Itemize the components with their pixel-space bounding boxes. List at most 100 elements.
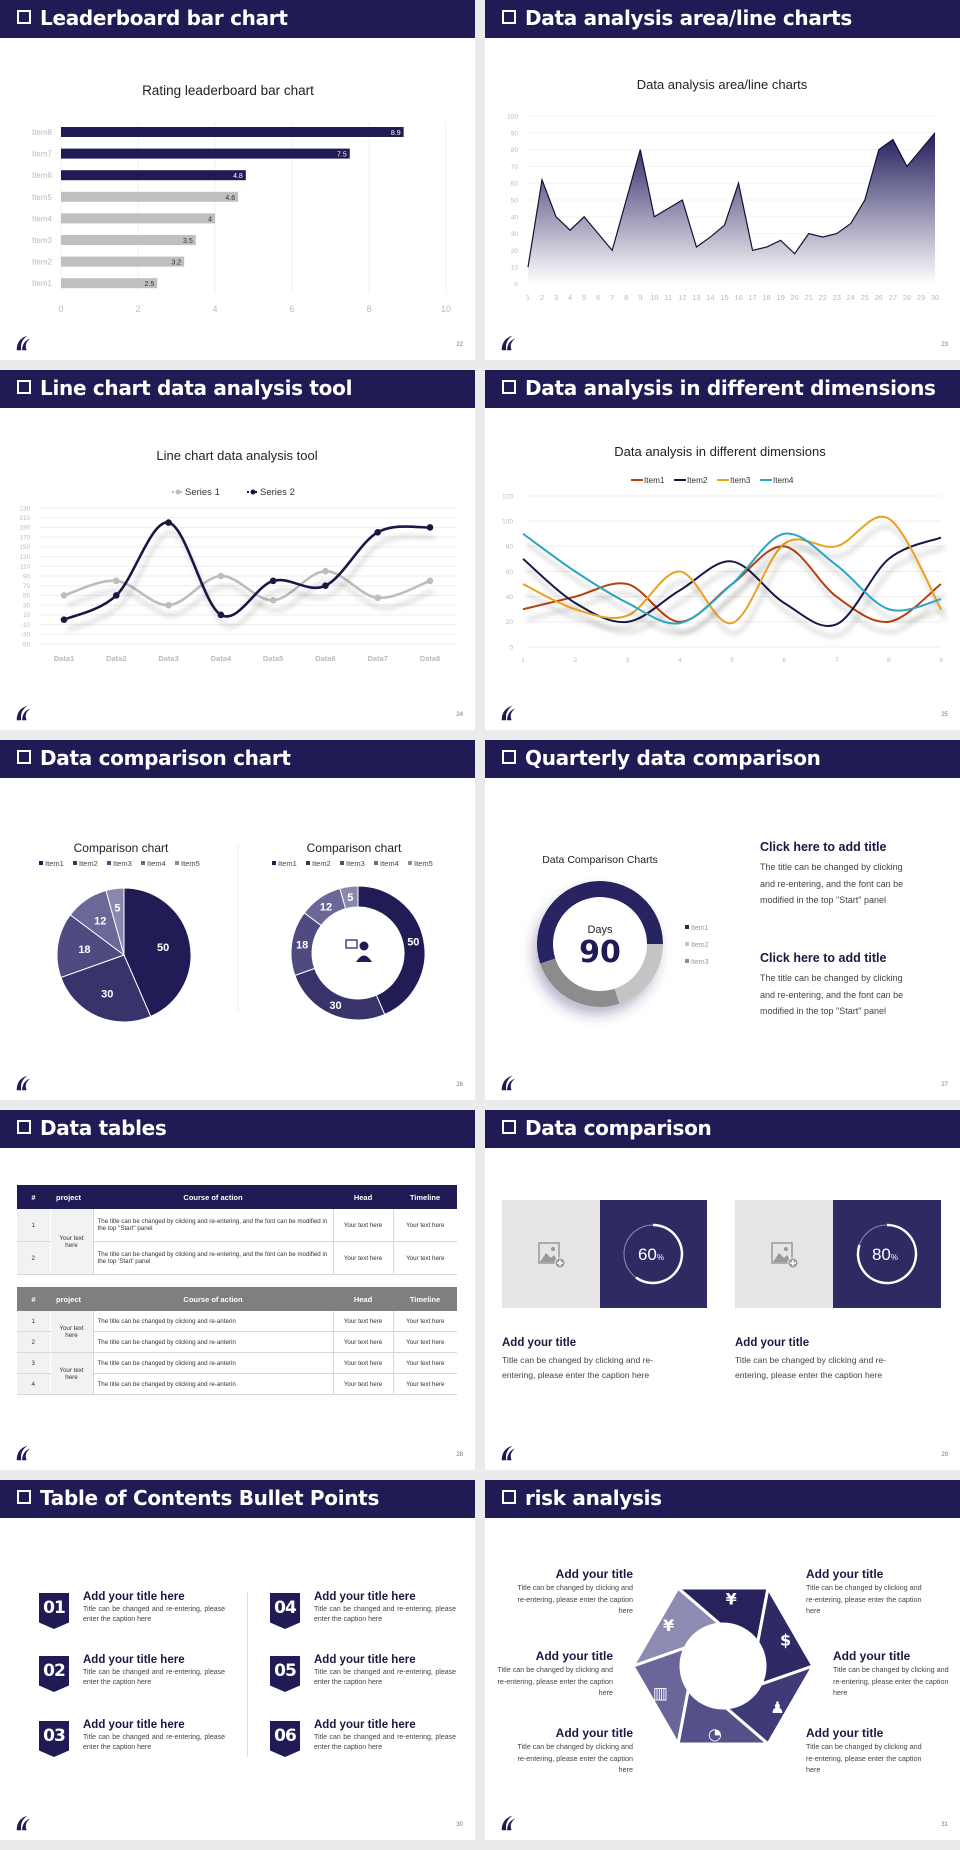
cell-timeline[interactable]: Your text here (392, 1209, 457, 1242)
cell-action[interactable]: The title can be changed by clicking and… (92, 1373, 333, 1395)
checkbox-icon (502, 380, 516, 394)
logo-icon (16, 1815, 31, 1831)
item-text[interactable]: Title can be changed and re-entering, pl… (83, 1669, 225, 1686)
x-tick-label: 8 (887, 657, 891, 664)
x-tick-label: 28 (903, 293, 911, 302)
table-row: 2 The title can be changed by clicking a… (17, 1331, 457, 1353)
legend-label: Item5 (414, 859, 433, 868)
x-tick-label: 6 (782, 657, 786, 664)
cell-timeline[interactable]: Your text here (392, 1352, 457, 1374)
cell-head[interactable]: Your text here (332, 1352, 393, 1374)
item-title[interactable]: Add your title here (314, 1719, 416, 1731)
risk-title[interactable]: Add your title (535, 1649, 613, 1663)
risk-title[interactable]: Add your title (555, 1567, 633, 1581)
block-text[interactable]: The title can be changed by clicking and… (760, 859, 935, 909)
x-tick-label: 6 (596, 293, 600, 302)
percent-box (833, 1200, 941, 1308)
text-line: and re-entering, and the font can be (760, 989, 904, 1000)
data-label: 30 (329, 1000, 341, 1012)
risk-text[interactable]: Title can be changed by clicking and re-… (806, 1583, 922, 1615)
slide-header: Data comparison chart (0, 740, 475, 778)
risk-text[interactable]: Title can be changed by clicking and re-… (517, 1583, 633, 1615)
item-text[interactable]: Title can be changed and re-entering, pl… (314, 1606, 456, 1623)
item-text[interactable]: Title can be changed and re-entering, pl… (314, 1734, 456, 1751)
risk-title[interactable]: Add your title (555, 1726, 633, 1740)
image-add-icon (538, 1242, 566, 1269)
item-title[interactable]: Add your title here (314, 1591, 416, 1603)
x-tick-label: Data8 (420, 654, 440, 663)
data-point (112, 577, 120, 585)
block-text[interactable]: The title can be changed by clicking and… (760, 970, 935, 1020)
risk-text[interactable]: Title can be changed by clicking and re-… (806, 1742, 922, 1774)
y-tick-label: 60 (511, 181, 519, 188)
risk-title[interactable]: Add your title (806, 1726, 884, 1740)
cell-timeline[interactable]: Your text here (392, 1373, 457, 1395)
cell-timeline[interactable]: Your text here (392, 1311, 457, 1332)
progress-rings: 60% 80% (538, 1223, 918, 1285)
cell-head[interactable]: Your text here (332, 1241, 393, 1275)
item-title[interactable]: Add your title here (314, 1654, 416, 1666)
x-tick-label: 21 (805, 293, 813, 302)
text-line: entering, please enter the caption here (735, 1370, 883, 1380)
item-text[interactable]: Title can be changed and re-entering, pl… (83, 1734, 225, 1751)
cell-action[interactable]: The title can be changed by clicking and… (92, 1209, 333, 1242)
y-tick-label: 10 (23, 612, 31, 619)
slide-title: Leaderboard bar chart (40, 6, 288, 30)
category-label: Item1 (32, 279, 53, 288)
block-title[interactable]: Click here to add title (760, 840, 887, 854)
risk-text[interactable]: Title can be changed by clicking and re-… (517, 1742, 633, 1774)
slide-dimensions-chart: Data analysis in different dimensions Da… (485, 370, 960, 730)
cell-timeline[interactable]: Your text here (392, 1331, 457, 1353)
card-text[interactable]: Title can be changed by clicking and re-… (735, 1353, 935, 1383)
data-point (60, 616, 68, 624)
sun (784, 1247, 788, 1251)
risk-title[interactable]: Add your title (833, 1649, 911, 1663)
slide-header: risk analysis (485, 1480, 960, 1518)
data-point (60, 592, 68, 599)
ring-progress (856, 1223, 918, 1285)
cell-project[interactable]: Your text here (49, 1311, 93, 1353)
chart-title: Comparison chart (307, 841, 402, 855)
item-text[interactable]: Title can be changed and re-entering, pl… (314, 1669, 456, 1686)
legend-label: Item4 (147, 859, 166, 868)
logo-icon (501, 705, 516, 721)
risk-title[interactable]: Add your title (806, 1567, 884, 1581)
x-tick-label: 1 (526, 293, 530, 302)
series-shadow (525, 541, 946, 636)
cell-project[interactable]: Your text here (49, 1209, 93, 1275)
cell-action[interactable]: The title can be changed by clicking and… (92, 1311, 333, 1332)
item-text[interactable]: Title can be changed and re-entering, pl… (83, 1606, 225, 1623)
cell-action[interactable]: The title can be changed by clicking and… (92, 1352, 333, 1374)
cell-project[interactable]: Your text here (49, 1352, 93, 1395)
pie-chart-icon: ◔ (708, 1725, 722, 1744)
x-tick-label: 9 (939, 657, 943, 664)
cell-head[interactable]: Your text here (332, 1331, 393, 1353)
data-table-2: # project Course of action Head Timeline… (17, 1287, 457, 1395)
checkbox-icon (502, 750, 516, 764)
slide-title: Data comparison (525, 1116, 712, 1140)
logo-icon (16, 1075, 31, 1091)
item-title[interactable]: Add your title here (83, 1654, 185, 1666)
cell-head[interactable]: Your text here (332, 1209, 393, 1242)
x-tick-label: 22 (819, 293, 827, 302)
cell-action[interactable]: The title can be changed by clicking and… (92, 1241, 333, 1275)
item-title[interactable]: Add your title here (83, 1719, 185, 1731)
cell-timeline[interactable]: Your text here (392, 1241, 457, 1275)
card-text[interactable]: Title can be changed by clicking and re-… (502, 1353, 702, 1383)
card-title[interactable]: Add your title (502, 1337, 577, 1349)
image-placeholder[interactable] (502, 1200, 600, 1308)
presenter-icon (345, 939, 372, 962)
card-title[interactable]: Add your title (735, 1337, 810, 1349)
risk-text[interactable]: Title can be changed by clicking and re-… (497, 1665, 613, 1697)
block-title[interactable]: Click here to add title (760, 951, 887, 965)
cell-head[interactable]: Your text here (332, 1373, 393, 1395)
cell-action[interactable]: The title can be changed by clicking and… (92, 1331, 333, 1353)
image-placeholder[interactable] (735, 1200, 833, 1308)
y-tick-label: 100 (507, 114, 518, 121)
bar (61, 127, 404, 137)
legend-swatch (306, 861, 310, 865)
x-tick-label: 20 (790, 293, 798, 302)
risk-text[interactable]: Title can be changed by clicking and re-… (833, 1665, 949, 1697)
item-title[interactable]: Add your title here (83, 1591, 185, 1603)
cell-head[interactable]: Your text here (332, 1311, 393, 1332)
